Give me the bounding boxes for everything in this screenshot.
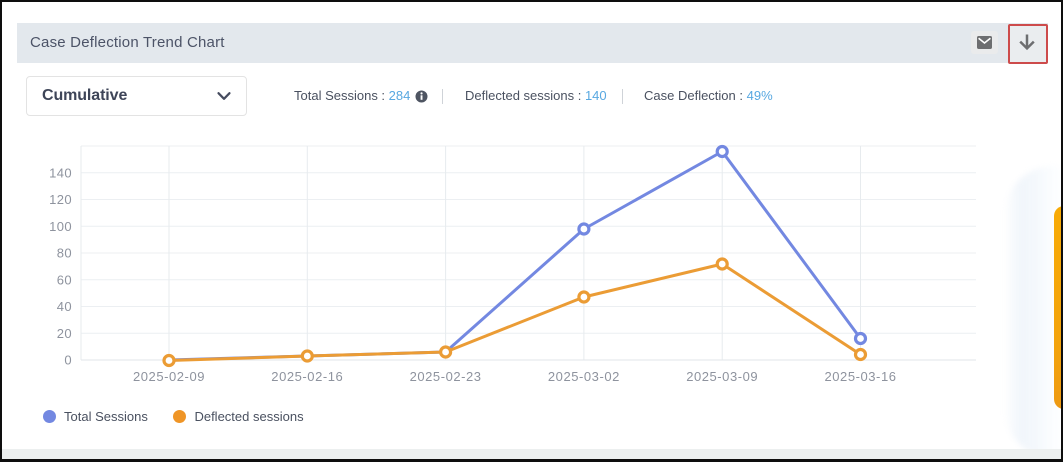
svg-text:40: 40: [57, 299, 72, 314]
svg-text:2025-03-09: 2025-03-09: [686, 369, 758, 384]
svg-text:60: 60: [57, 272, 72, 287]
svg-text:0: 0: [64, 353, 72, 368]
svg-text:120: 120: [49, 192, 72, 207]
svg-text:20: 20: [57, 326, 72, 341]
svg-text:80: 80: [57, 246, 72, 261]
svg-text:2025-02-09: 2025-02-09: [133, 369, 205, 384]
svg-text:2025-02-23: 2025-02-23: [410, 369, 482, 384]
svg-text:2025-03-16: 2025-03-16: [825, 369, 897, 384]
svg-text:140: 140: [49, 165, 72, 180]
svg-text:100: 100: [49, 219, 72, 234]
svg-text:2025-03-02: 2025-03-02: [548, 369, 620, 384]
svg-text:2025-02-16: 2025-02-16: [271, 369, 343, 384]
